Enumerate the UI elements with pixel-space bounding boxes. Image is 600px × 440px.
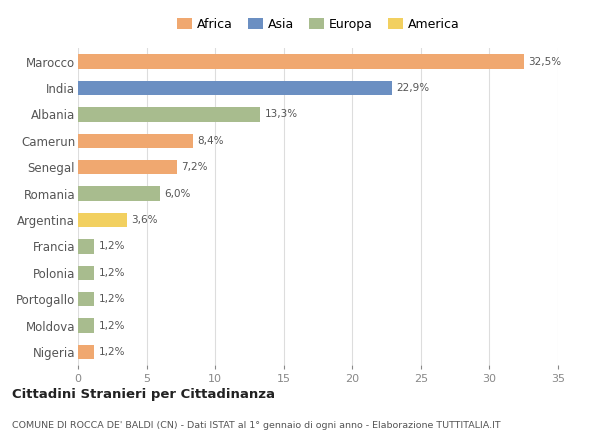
Bar xyxy=(78,133,193,148)
Text: Cittadini Stranieri per Cittadinanza: Cittadini Stranieri per Cittadinanza xyxy=(12,388,275,401)
Text: 1,2%: 1,2% xyxy=(98,294,125,304)
Bar xyxy=(78,292,94,306)
Text: 22,9%: 22,9% xyxy=(396,83,429,93)
Text: 8,4%: 8,4% xyxy=(197,136,224,146)
Bar xyxy=(78,107,260,121)
Text: 13,3%: 13,3% xyxy=(265,110,298,119)
Bar xyxy=(78,318,94,333)
Text: 7,2%: 7,2% xyxy=(181,162,208,172)
Bar xyxy=(78,213,127,227)
Text: 1,2%: 1,2% xyxy=(98,268,125,278)
Bar xyxy=(78,160,177,174)
Text: 6,0%: 6,0% xyxy=(164,189,191,198)
Text: 3,6%: 3,6% xyxy=(131,215,158,225)
Text: 1,2%: 1,2% xyxy=(98,347,125,357)
Text: 1,2%: 1,2% xyxy=(98,242,125,251)
Bar xyxy=(78,54,524,69)
Text: 32,5%: 32,5% xyxy=(528,57,561,66)
Text: COMUNE DI ROCCA DE' BALDI (CN) - Dati ISTAT al 1° gennaio di ogni anno - Elabora: COMUNE DI ROCCA DE' BALDI (CN) - Dati IS… xyxy=(12,421,500,430)
Bar xyxy=(78,81,392,95)
Bar xyxy=(78,186,160,201)
Text: 1,2%: 1,2% xyxy=(98,321,125,330)
Bar xyxy=(78,345,94,359)
Bar xyxy=(78,265,94,280)
Legend: Africa, Asia, Europa, America: Africa, Asia, Europa, America xyxy=(172,13,464,36)
Bar xyxy=(78,239,94,253)
